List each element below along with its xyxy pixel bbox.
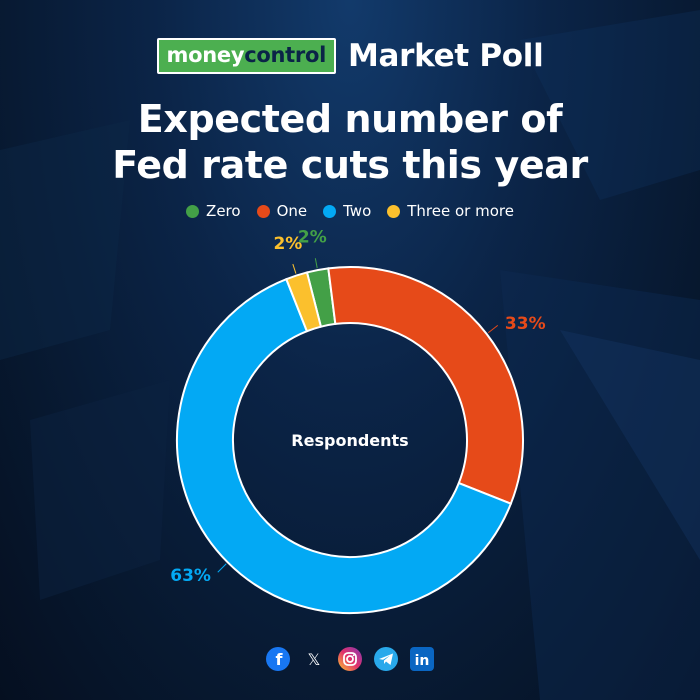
leader-line-zero bbox=[314, 258, 318, 269]
donut-slice-three-or-more bbox=[285, 271, 323, 333]
svg-text:𝕏: 𝕏 bbox=[308, 650, 321, 669]
svg-text:f: f bbox=[276, 650, 284, 669]
legend-swatch-one bbox=[256, 204, 270, 218]
social-links: f 𝕏 in bbox=[0, 646, 700, 672]
telegram-icon[interactable] bbox=[373, 646, 399, 672]
linkedin-icon[interactable]: in bbox=[409, 646, 435, 672]
moneycontrol-logo: moneycontrol bbox=[156, 38, 336, 74]
facebook-icon[interactable]: f bbox=[265, 646, 291, 672]
brand-header: moneycontrol Market Poll bbox=[0, 38, 700, 74]
leader-line-three-or-more bbox=[292, 263, 297, 274]
leader-line-two bbox=[217, 563, 227, 573]
data-label-zero: 2% bbox=[298, 228, 327, 248]
data-label-two: 63% bbox=[170, 566, 211, 586]
legend-label-one: One bbox=[276, 202, 308, 220]
legend-item-three-or-more: Three or more bbox=[387, 202, 514, 220]
data-label-three-or-more: 2% bbox=[273, 234, 302, 254]
legend-item-one: One bbox=[256, 202, 308, 220]
legend-swatch-zero bbox=[186, 204, 200, 218]
leader-line-one bbox=[487, 324, 499, 334]
legend-item-two: Two bbox=[323, 202, 371, 220]
legend-swatch-three-or-more bbox=[387, 204, 401, 218]
svg-text:in: in bbox=[415, 653, 430, 669]
title-line-1: Expected number of bbox=[137, 97, 563, 141]
data-label-one: 33% bbox=[505, 314, 546, 334]
legend-label-two: Two bbox=[343, 202, 372, 220]
legend-label-zero: Zero bbox=[206, 202, 241, 220]
instagram-icon[interactable] bbox=[337, 646, 363, 672]
legend-label-three-or-more: Three or more bbox=[407, 202, 514, 220]
poll-label: Market Poll bbox=[348, 38, 544, 74]
donut-slice-one bbox=[327, 266, 524, 505]
x-icon[interactable]: 𝕏 bbox=[301, 646, 327, 672]
chart-legend: Zero One Two Three or more bbox=[0, 202, 700, 220]
title-line-2: Fed rate cuts this year bbox=[112, 143, 588, 187]
legend-item-zero: Zero bbox=[186, 202, 241, 220]
legend-swatch-two bbox=[323, 204, 337, 218]
donut-slice-two bbox=[176, 277, 513, 614]
chart-title: Expected number of Fed rate cuts this ye… bbox=[0, 96, 700, 188]
donut-center-label: Respondents bbox=[291, 431, 408, 450]
